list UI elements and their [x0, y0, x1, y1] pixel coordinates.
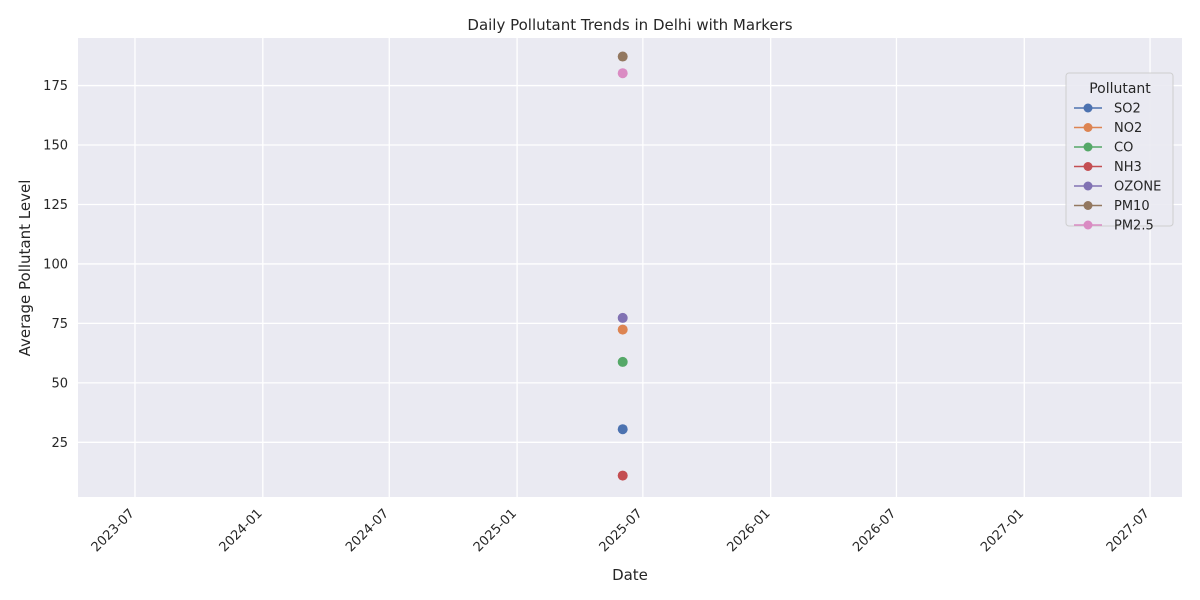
data-marks: [617, 51, 628, 481]
legend-label: OZONE: [1114, 180, 1161, 195]
legend-marker: [1083, 103, 1093, 113]
grid: [78, 38, 1182, 497]
y-ticks: 25 50 75 100 125 150 175: [43, 79, 68, 451]
legend-marker: [1083, 142, 1093, 152]
y-tick-label: 125: [43, 198, 68, 213]
x-tick-label: 2026-01: [724, 506, 773, 555]
legend-title: Pollutant: [1089, 81, 1151, 97]
legend-marker: [1083, 201, 1093, 210]
legend-marker: [1083, 162, 1093, 171]
x-ticks: 2023-07 2024-01 2024-07 2025-01 2025-07 2026-…: [89, 506, 1153, 555]
x-tick-label: 2027-01: [978, 506, 1027, 555]
legend-marker: [1083, 181, 1093, 191]
y-tick-label: 175: [43, 79, 68, 94]
data-point-co: [617, 356, 628, 367]
legend-box: [1065, 72, 1174, 227]
legend-label: PM10: [1114, 199, 1150, 214]
plot-background: [78, 38, 1182, 497]
x-tick-label: 2026-07: [850, 506, 899, 555]
x-tick-label: 2024-01: [217, 506, 266, 555]
legend-label: NH3: [1114, 160, 1142, 175]
data-point-ozone: [617, 312, 628, 323]
legend-label: CO: [1114, 141, 1133, 156]
legend-marker: [1083, 123, 1093, 132]
data-point-pm10: [617, 51, 628, 62]
data-point-nh3: [617, 470, 628, 481]
data-point-no2: [617, 324, 628, 335]
x-tick-label: 2025-07: [597, 506, 646, 555]
legend-marker: [1083, 220, 1093, 230]
chart-title: Daily Pollutant Trends in Delhi with Mar…: [467, 16, 792, 34]
legend-label: PM2.5: [1114, 219, 1154, 234]
x-tick-label: 2027-07: [1104, 506, 1153, 555]
legend-label: SO2: [1114, 102, 1141, 117]
y-tick-label: 150: [43, 139, 68, 154]
legend: Pollutant SO2 NO2 CO NH3 OZONE PM10 PM2.5: [1065, 72, 1174, 234]
y-tick-label: 75: [51, 317, 68, 332]
x-tick-label: 2024-07: [343, 506, 392, 555]
y-tick-label: 100: [43, 257, 68, 272]
x-tick-label: 2025-01: [471, 506, 520, 555]
x-axis-label: Date: [612, 566, 648, 584]
x-tick-label: 2023-07: [89, 506, 138, 555]
y-axis-label: Average Pollutant Level: [16, 180, 34, 357]
y-tick-label: 50: [51, 376, 68, 391]
data-point-so2: [617, 424, 628, 435]
y-tick-label: 25: [51, 436, 68, 451]
data-point-pm2-5: [617, 68, 628, 79]
legend-items: SO2 NO2 CO NH3 OZONE PM10 PM2.5: [1074, 102, 1161, 234]
legend-label: NO2: [1114, 121, 1142, 136]
